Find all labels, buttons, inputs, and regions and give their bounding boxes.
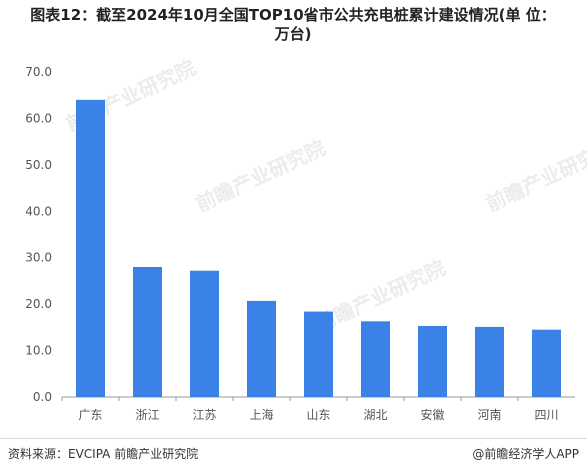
bar — [76, 99, 105, 397]
x-tick-label: 山东 — [306, 408, 330, 422]
bar — [418, 325, 447, 397]
bar — [532, 329, 561, 397]
y-tick-label: 0.0 — [33, 390, 52, 404]
bar — [133, 267, 162, 397]
bar-chart: 0.0 10.0 20.0 30.0 40.0 50.0 60.0 70.0 广东 浙江 江苏 上海 山… — [25, 65, 575, 422]
chart-title-line1: 图表12：截至2024年10月全国TOP10省市公共充电桩累计建设情况(单 位： — [30, 6, 556, 24]
bar — [304, 311, 333, 397]
chart-title-line2: 万台) — [274, 25, 312, 43]
y-tick-label: 60.0 — [25, 111, 52, 125]
brand-label: @前瞻经济学人APP — [472, 447, 579, 461]
source-note: 资料来源：EVCIPA 前瞻产业研究院 — [8, 447, 199, 461]
footer: 资料来源：EVCIPA 前瞻产业研究院 @前瞻经济学人APP — [0, 438, 587, 471]
x-tick-label: 广东 — [78, 408, 102, 422]
bar — [361, 321, 390, 397]
x-tick-label: 上海 — [249, 407, 273, 422]
x-tick-label: 浙江 — [135, 408, 159, 422]
x-tick-label: 河南 — [477, 407, 501, 422]
y-tick-label: 70.0 — [25, 65, 52, 79]
x-tick-label: 四川 — [534, 408, 558, 422]
x-tick-label: 安徽 — [420, 407, 444, 422]
bar — [475, 326, 504, 397]
bar — [190, 270, 219, 397]
chart-title: 图表12：截至2024年10月全国TOP10省市公共充电桩累计建设情况(单 位：… — [8, 6, 578, 44]
y-tick-label: 30.0 — [25, 251, 52, 265]
x-tick-label: 江苏 — [192, 408, 216, 422]
y-tick-label: 10.0 — [25, 344, 52, 358]
bar — [247, 300, 276, 397]
y-tick-label: 40.0 — [25, 204, 52, 218]
y-tick-label: 20.0 — [25, 297, 52, 311]
x-tick-label: 湖北 — [363, 407, 387, 422]
y-tick-label: 50.0 — [25, 158, 52, 172]
